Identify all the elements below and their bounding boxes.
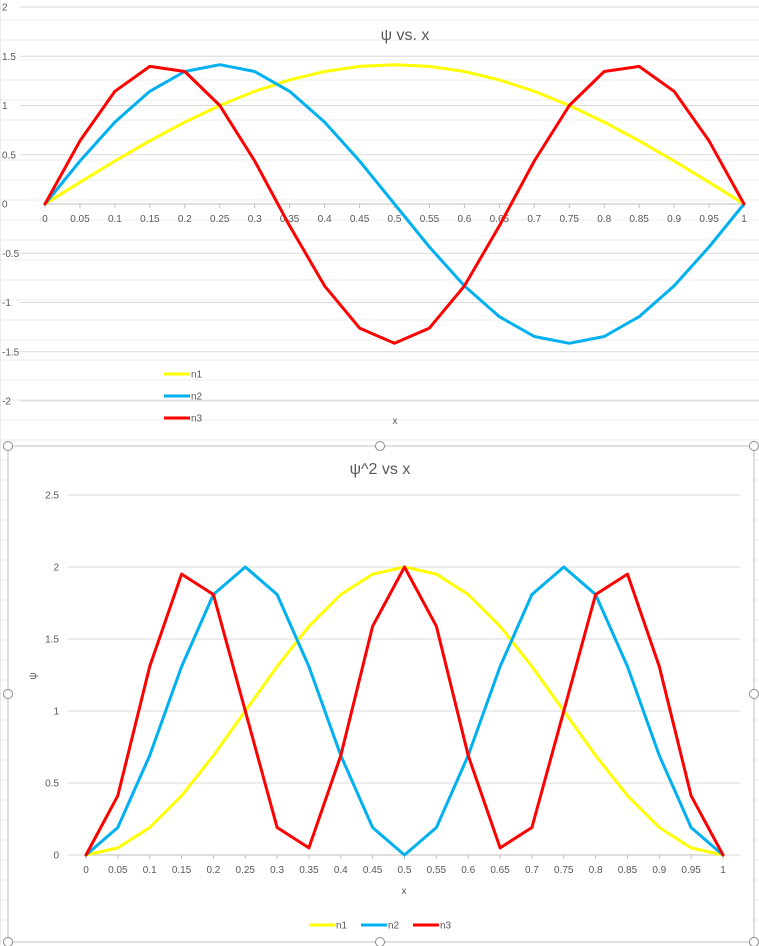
y-tick-label: 0.5 [45, 779, 59, 790]
x-tick-label: 0.5 [398, 865, 412, 876]
y-tick-label: -2 [2, 397, 11, 408]
y-tick-label: 2 [53, 563, 59, 574]
series-line-n2[interactable] [43, 63, 746, 345]
x-axis-label: x [393, 416, 398, 427]
y-tick-label: 1 [53, 707, 59, 718]
legend-label-n2: n2 [388, 921, 400, 932]
legend-label-n2: n2 [191, 392, 203, 403]
x-tick-label: 1 [741, 214, 747, 225]
chart-title: ψ vs. x [381, 27, 430, 44]
y-axis-label: ψ [28, 672, 39, 679]
resize-handle[interactable] [749, 441, 759, 451]
series-line-n3[interactable] [84, 565, 725, 857]
y-tick-label: -0.5 [2, 249, 20, 260]
x-tick-label: 0 [42, 214, 48, 225]
x-tick-label: 0.75 [554, 865, 574, 876]
chart-psi[interactable]: ψ vs. x x 2 1.5 1 0.5 0 -0.5 -1 -1.5 -2 0 0.05 0.1 0… [0, 0, 759, 440]
x-tick-label: 0.1 [108, 214, 122, 225]
x-tick-label: 0.7 [525, 865, 539, 876]
x-tick-label: 0.05 [70, 214, 90, 225]
chart-area[interactable] [7, 445, 755, 943]
resize-handle[interactable] [375, 937, 385, 946]
x-tick-label: 0.3 [270, 865, 284, 876]
x-tick-label: 0.6 [461, 865, 475, 876]
x-tick-label: 0.65 [490, 214, 510, 225]
x-tick-label: 0.4 [334, 865, 348, 876]
x-tick-label: 0.75 [560, 214, 580, 225]
x-tick-label: 0.45 [350, 214, 370, 225]
x-tick-label: 0.85 [618, 865, 638, 876]
x-tick-label: 0.4 [318, 214, 332, 225]
y-tick-label: 1 [2, 101, 8, 112]
x-tick-label: 0.9 [652, 865, 666, 876]
series-line-n2[interactable] [84, 565, 725, 857]
legend-label-n3: n3 [191, 414, 203, 425]
y-tick-label: 0.5 [2, 150, 16, 161]
resize-handle[interactable] [3, 937, 13, 946]
x-tick-label: 0.05 [108, 865, 128, 876]
x-tick-label: 0.1 [143, 865, 157, 876]
x-tick-label: 0.6 [457, 214, 471, 225]
x-tick-label: 0.5 [388, 214, 402, 225]
x-tick-label: 0 [83, 865, 89, 876]
series-line-n3[interactable] [43, 64, 746, 345]
x-tick-label: 0.95 [699, 214, 719, 225]
x-tick-label: 0.45 [363, 865, 383, 876]
x-tick-label: 1 [720, 865, 726, 876]
y-tick-label: -1 [2, 298, 11, 309]
resize-handle[interactable] [749, 937, 759, 946]
x-tick-label: 0.8 [589, 865, 603, 876]
x-tick-label: 0.2 [178, 214, 192, 225]
resize-handle[interactable] [3, 689, 13, 699]
y-tick-label: 2.5 [45, 491, 59, 502]
y-tick-label: -1.5 [2, 347, 20, 358]
x-tick-label: 0.9 [667, 214, 681, 225]
legend-label-n1: n1 [191, 370, 203, 381]
resize-handle[interactable] [375, 441, 385, 451]
x-tick-label: 0.35 [299, 865, 319, 876]
series-line-n1[interactable] [43, 63, 746, 206]
x-tick-label: 0.95 [681, 865, 701, 876]
x-tick-label: 0.25 [236, 865, 256, 876]
x-tick-label: 0.2 [206, 865, 220, 876]
x-tick-label: 0.55 [420, 214, 440, 225]
resize-handle[interactable] [749, 689, 759, 699]
y-tick-label: 0 [53, 851, 59, 862]
y-tick-label: 2 [2, 3, 8, 14]
y-tick-label: 1.5 [45, 635, 59, 646]
x-tick-label: 0.7 [527, 214, 541, 225]
y-tick-label: 0 [2, 200, 8, 211]
chart-title: ψ^2 vs x [350, 461, 411, 478]
resize-handle[interactable] [3, 441, 13, 451]
x-tick-label: 0.85 [629, 214, 649, 225]
legend-label-n1: n1 [336, 921, 348, 932]
legend-label-n3: n3 [440, 921, 452, 932]
x-tick-label: 0.65 [490, 865, 510, 876]
x-tick-label: 0.35 [280, 214, 300, 225]
x-tick-label: 0.15 [172, 865, 192, 876]
x-tick-label: 0.25 [210, 214, 230, 225]
y-tick-label: 1.5 [2, 52, 16, 63]
x-axis-label: x [402, 886, 407, 897]
x-tick-label: 0.55 [427, 865, 447, 876]
x-tick-label: 0.8 [597, 214, 611, 225]
x-tick-label: 0.15 [140, 214, 160, 225]
x-tick-label: 0.3 [248, 214, 262, 225]
